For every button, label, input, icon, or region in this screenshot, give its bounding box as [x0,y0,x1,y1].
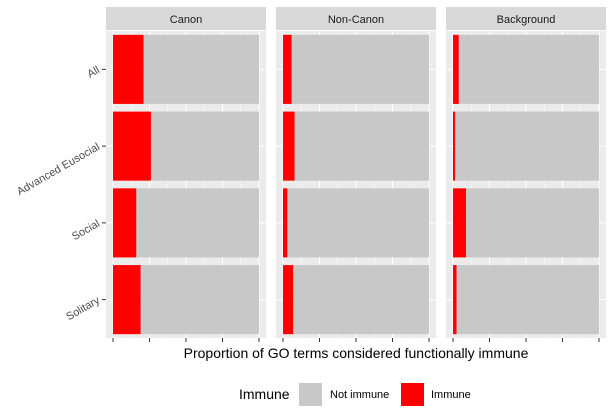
bar-not-immune-background-advanced-eusocial [455,111,599,181]
bar-immune-non-canon-solitary [283,265,294,335]
legend-title: Immune [239,386,290,402]
bar-not-immune-non-canon-all [291,34,429,104]
bar-not-immune-canon-solitary [140,265,259,335]
bar-not-immune-non-canon-social [287,188,429,258]
bar-immune-non-canon-all [283,34,292,104]
bar-not-immune-canon-advanced-eusocial [150,111,259,181]
legend: Immune Not immune Immune [239,383,471,406]
bar-immune-background-social [453,188,467,258]
bar-immune-non-canon-social [283,188,288,258]
y-tick-label: All [85,64,102,81]
bar-immune-background-solitary [453,265,457,335]
facet-label: Background [497,14,556,26]
bar-immune-background-advanced-eusocial [453,111,456,181]
panel-non-canon: Non-Canon [276,7,436,342]
bar-not-immune-canon-social [136,188,259,258]
legend-key-immune [401,383,424,406]
chart-panels: Canon Non-Canon Background [106,7,606,342]
bar-not-immune-non-canon-solitary [293,265,429,335]
bar-immune-canon-advanced-eusocial [113,111,151,181]
facet-strip [446,7,606,30]
facet-strip [276,7,436,30]
legend-label-immune: Immune [431,389,471,401]
bar-immune-non-canon-advanced-eusocial [283,111,295,181]
legend-label-not-immune: Not immune [330,389,389,401]
y-tick-label: Advanced Eusocial [15,141,102,198]
facet-strip [106,7,266,30]
y-axis: All Advanced Eusocial Social Solitary [15,64,106,323]
y-tick-label: Social [70,218,102,243]
bar-immune-background-all [453,34,459,104]
bar-not-immune-background-all [458,34,599,104]
bar-immune-canon-social [113,188,137,258]
bar-immune-canon-solitary [113,265,141,335]
x-axis-title: Proportion of GO terms considered functi… [184,345,529,361]
legend-key-not-immune [299,383,322,406]
bar-not-immune-canon-all [143,34,259,104]
facet-label: Canon [170,14,202,26]
y-tick-label: Solitary [64,294,102,323]
bar-not-immune-non-canon-advanced-eusocial [294,111,429,181]
panel-background: Background [446,7,606,342]
bar-not-immune-background-solitary [456,265,599,335]
facet-label: Non-Canon [328,14,384,26]
panel-canon: Canon [106,7,266,342]
bar-immune-canon-all [113,34,144,104]
bar-not-immune-background-social [466,188,599,258]
